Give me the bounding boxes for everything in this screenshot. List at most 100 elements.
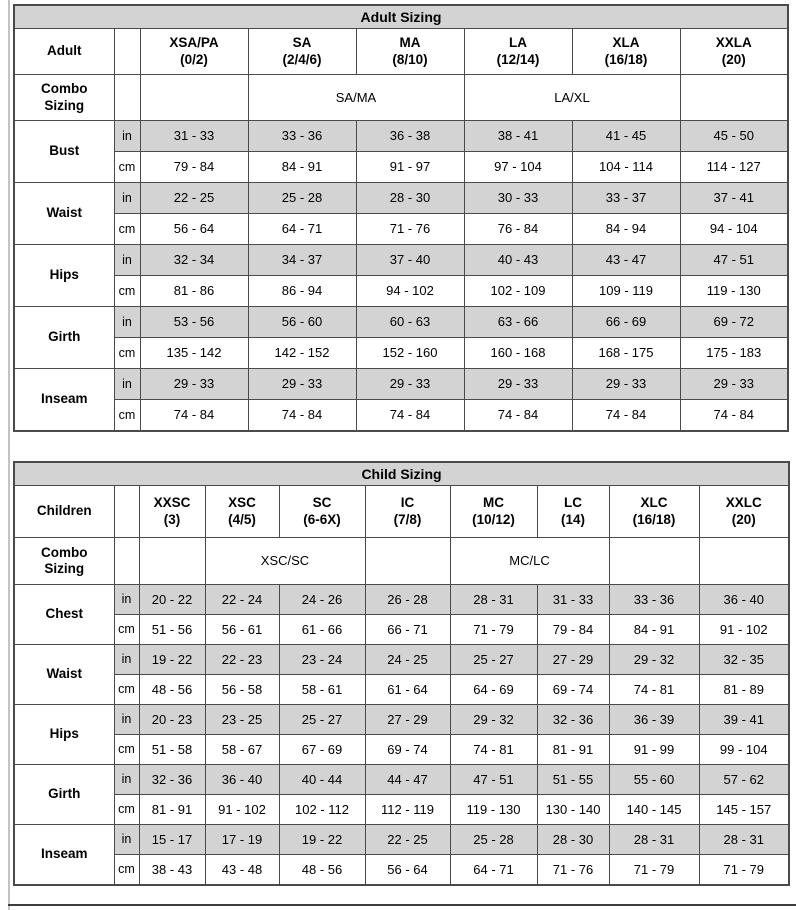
size-header-cell: XSC (4/5) [204, 485, 280, 538]
page-left-rule [8, 0, 10, 910]
size-header-cell-line: (20) [731, 511, 756, 527]
value-cell-cm: 81 - 91 [138, 794, 206, 825]
value-cell-in: 22 - 25 [139, 182, 249, 214]
size-header-cell-line: (10/12) [472, 511, 515, 527]
combo-sizing-label-line: Sizing [44, 97, 85, 113]
value-cell-in: 45 - 50 [679, 120, 789, 152]
measurement-cm-row: cm 74 - 84 74 - 84 74 - 84 74 - 84 74 - 84 74 … [14, 399, 789, 432]
value-cell-in: 36 - 39 [608, 704, 700, 735]
value-cell-in: 37 - 41 [679, 182, 789, 214]
value-cell-cm: 74 - 84 [355, 399, 465, 432]
table-body: Adult Sizing Adult XSA/PA (0/2) SA (2/4/6) MA(… [13, 4, 789, 432]
measurement-in-row: Girth in 53 - 56 56 - 60 60 - 63 63 - 66 66 - … [13, 306, 789, 369]
combo-sizing-label-line: Combo [41, 81, 88, 97]
size-header-cell-line: (6-6X) [303, 511, 341, 527]
value-cell-in: 39 - 41 [698, 704, 790, 735]
value-cell-in: 22 - 25 [364, 824, 451, 855]
unit-in-cell: in [113, 368, 141, 400]
measurement-label-cell: Inseam [13, 368, 115, 432]
unit-in-cell: in [113, 306, 141, 338]
value-cell-cm: 74 - 84 [679, 399, 789, 432]
unit-in-cell: in [113, 182, 141, 214]
value-cell-cm: 114 - 127 [679, 151, 789, 183]
unit-cm-cell: cm [113, 213, 141, 245]
value-cell-cm: 74 - 84 [139, 399, 249, 432]
value-cell-in: 29 - 33 [355, 368, 465, 400]
size-header-cell-line: (8/10) [392, 51, 428, 67]
value-cell-cm: 91 - 97 [355, 151, 465, 183]
group-label-cell: Adult [13, 28, 115, 75]
value-cell-cm: 61 - 66 [278, 614, 366, 645]
value-cell-cm: 71 - 79 [698, 854, 790, 886]
measurement-label-cell: Girth [13, 764, 115, 825]
value-cell-cm: 97 - 104 [463, 151, 573, 183]
unit-cm-cell: cm [113, 275, 141, 307]
combo-empty-cell [698, 537, 790, 585]
unit-in-cell: in [113, 120, 141, 152]
table-body: Child Sizing Children XXSC (3) XSC (4/5) SC (6-… [13, 461, 790, 886]
unit-cm-cell: cm [113, 674, 140, 705]
size-header-row: Children XXSC (3) XSC (4/5) SC (6-6X) IC (7/8) MC… [13, 485, 790, 538]
value-cell-cm: 81 - 91 [536, 734, 610, 765]
value-cell-cm: 94 - 104 [679, 213, 789, 245]
value-cell-cm: 140 - 145 [608, 794, 700, 825]
value-cell-in: 56 - 60 [247, 306, 357, 338]
size-header-cell-line: (14) [560, 511, 585, 527]
unit-header-cell [113, 28, 141, 75]
value-cell-in: 34 - 37 [247, 244, 357, 276]
value-cell-in: 20 - 23 [138, 704, 206, 735]
value-cell-in: 28 - 31 [698, 824, 790, 855]
value-cell-in: 55 - 60 [608, 764, 700, 795]
measurement-label-cell: Chest [13, 584, 115, 645]
combo-empty-cell [139, 74, 249, 121]
value-cell-cm: 145 - 157 [698, 794, 790, 825]
unit-in-cell: in [113, 644, 140, 675]
value-cell-cm: 135 - 142 [139, 337, 249, 369]
unit-cm-cell: cm [113, 854, 140, 886]
size-header-cell: SC (6-6X) [278, 485, 366, 538]
value-cell-cm: 56 - 61 [204, 614, 280, 645]
size-header-cell: MA (8/10) [355, 28, 465, 75]
table-title: Child Sizing [13, 461, 790, 486]
size-header-cell-line: SC [312, 495, 332, 511]
size-header-cell: IC (7/8) [364, 485, 451, 538]
unit-cm-cell: cm [113, 399, 141, 432]
unit-in-cell: in [113, 584, 140, 615]
value-cell-in: 17 - 19 [204, 824, 280, 855]
measurement-label-cell: Hips [13, 704, 115, 765]
value-cell-in: 63 - 66 [463, 306, 573, 338]
measurement-cm-row: cm 56 - 64 64 - 71 71 - 76 76 - 84 84 - 94 94 … [14, 213, 789, 245]
value-cell-cm: 109 - 119 [571, 275, 681, 307]
value-cell-in: 51 - 55 [536, 764, 610, 795]
size-header-cell-line: MC [483, 495, 504, 511]
value-cell-in: 19 - 22 [278, 824, 366, 855]
combo-sizing-label-line: Combo [41, 544, 88, 560]
measurement-cm-row: cm 81 - 86 86 - 94 94 - 102 102 - 109 109 - 1… [14, 275, 789, 307]
value-cell-in: 60 - 63 [355, 306, 465, 338]
value-cell-cm: 91 - 99 [608, 734, 700, 765]
adult-sizing-table: Adult Sizing Adult XSA/PA (0/2) SA (2/4/6) MA(… [13, 4, 789, 432]
size-header-row: Adult XSA/PA (0/2) SA (2/4/6) MA (8/10) LA (12/1… [13, 28, 789, 75]
value-cell-in: 29 - 33 [139, 368, 249, 400]
value-cell-cm: 74 - 84 [463, 399, 573, 432]
size-header-cell-line: (20) [721, 51, 746, 67]
measurement-in-row: Waist in 22 - 25 25 - 28 28 - 30 30 - 33 33 - … [13, 182, 789, 245]
combo-sizing-label: Combo Sizing [13, 537, 115, 585]
value-cell-in: 27 - 29 [536, 644, 610, 675]
value-cell-in: 26 - 28 [364, 584, 451, 615]
value-cell-cm: 64 - 71 [247, 213, 357, 245]
value-cell-in: 24 - 26 [278, 584, 366, 615]
value-cell-in: 32 - 34 [139, 244, 249, 276]
value-cell-cm: 56 - 64 [364, 854, 451, 886]
value-cell-in: 36 - 38 [355, 120, 465, 152]
combo-sizing-label-line: Sizing [44, 561, 85, 576]
unit-cm-cell: cm [113, 337, 141, 369]
unit-in-cell: in [113, 824, 140, 855]
measurement-in-row: Hips in 32 - 34 34 - 37 37 - 40 40 - 43 43 - 4… [13, 244, 789, 307]
value-cell-in: 32 - 36 [536, 704, 610, 735]
value-cell-in: 37 - 40 [355, 244, 465, 276]
combo-sizing-row: Combo Sizing XSC/SC MC/LC [13, 537, 790, 585]
value-cell-in: 29 - 32 [449, 704, 538, 735]
value-cell-in: 36 - 40 [204, 764, 280, 795]
value-cell-cm: 91 - 102 [204, 794, 280, 825]
